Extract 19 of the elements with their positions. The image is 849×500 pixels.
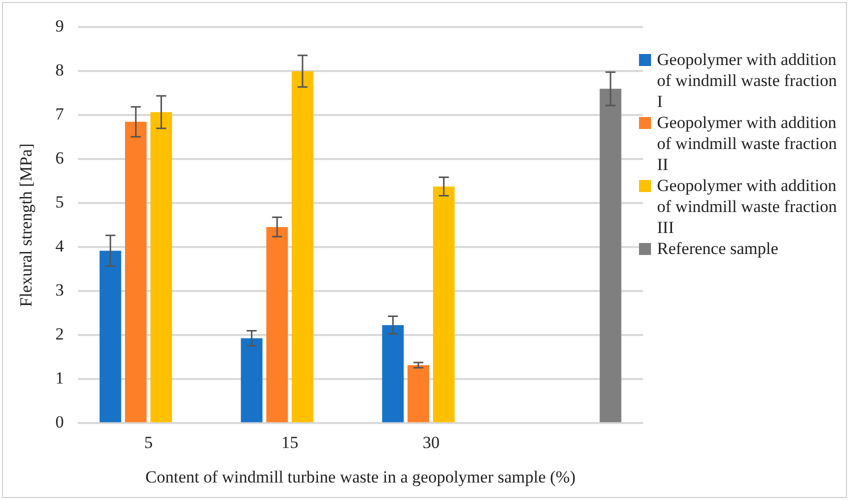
x-tick-label: 15 (281, 432, 298, 452)
y-tick-label: 3 (55, 280, 64, 300)
y-tick-label: 8 (55, 60, 64, 80)
y-tick-label: 2 (55, 324, 64, 344)
x-axis-title: Content of windmill turbine waste in a geopolymer sample (%) (145, 467, 576, 486)
y-tick-label: 1 (55, 368, 64, 388)
y-tick-label: 6 (55, 148, 64, 168)
y-tick-label: 5 (55, 192, 64, 212)
legend-label: Geopolymer with addition of windmill waste fraction II (657, 112, 838, 175)
y-tick-label: 0 (55, 412, 64, 432)
legend-label: Reference sample (657, 238, 778, 259)
x-tick-label: 30 (422, 432, 440, 452)
x-tick-label: 5 (144, 432, 153, 452)
legend-label: Geopolymer with addition of windmill waste fraction III (657, 175, 838, 238)
y-tick-label: 9 (55, 16, 64, 36)
legend-label: Geopolymer with addition of windmill waste fraction I (657, 49, 838, 112)
y-tick-label: 7 (55, 104, 64, 124)
y-tick-label: 4 (55, 236, 64, 256)
y-axis-title: Flexural strength [MPa] (16, 144, 36, 307)
